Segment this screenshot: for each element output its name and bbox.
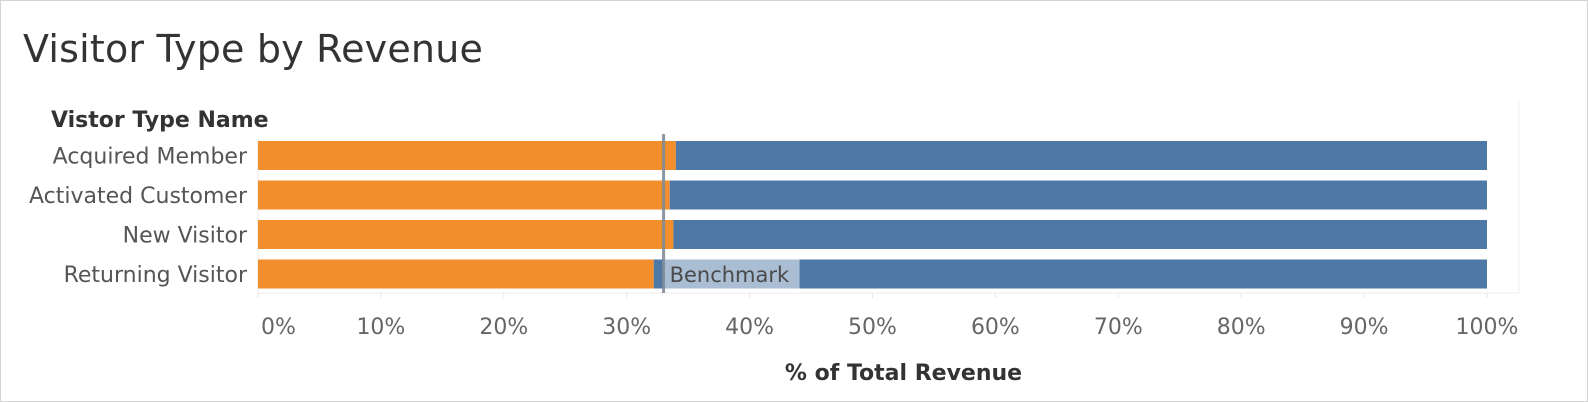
bar-new-visitor-seg1 xyxy=(673,220,1487,249)
x-tick-label: 60% xyxy=(971,315,1020,340)
bar-acquired-member-seg1 xyxy=(675,141,1487,170)
category-label: Returning Visitor xyxy=(64,263,248,288)
chart-title: Visitor Type by Revenue xyxy=(23,27,484,71)
x-tick-label: 70% xyxy=(1094,315,1143,340)
x-tick-label: 20% xyxy=(479,315,528,340)
x-tick-label: 10% xyxy=(356,315,405,340)
x-tick-label: 100% xyxy=(1456,315,1519,340)
x-tick-label: 30% xyxy=(602,315,651,340)
x-tick-label: 90% xyxy=(1340,315,1389,340)
row-header: Vistor Type Name xyxy=(51,108,269,133)
bar-acquired-member-seg0 xyxy=(258,141,676,170)
category-label: Activated Customer xyxy=(29,184,248,209)
category-label: Acquired Member xyxy=(53,145,248,170)
bar-activated-customer-seg0 xyxy=(258,180,670,210)
bar-activated-customer-seg1 xyxy=(669,180,1487,210)
x-tick-label: 40% xyxy=(725,315,774,340)
bar-new-visitor-seg0 xyxy=(258,220,674,249)
x-tick-label: 50% xyxy=(848,315,897,340)
benchmark-label: Benchmark xyxy=(670,263,790,287)
x-axis-title: % of Total Revenue xyxy=(785,361,1022,386)
x-tick-label: 0% xyxy=(261,315,296,340)
category-label: New Visitor xyxy=(123,224,248,249)
x-tick-label: 80% xyxy=(1217,315,1266,340)
benchmark-label-bg xyxy=(663,259,800,289)
bar-returning-visitor-seg0 xyxy=(258,259,654,289)
